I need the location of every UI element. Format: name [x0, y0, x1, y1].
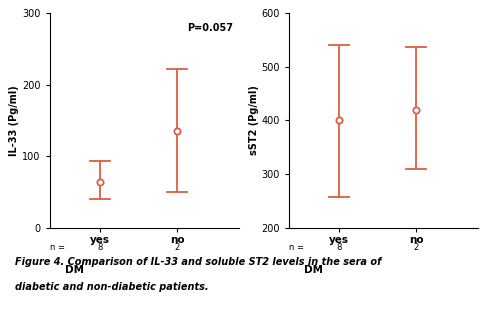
Text: diabetic and non-diabetic patients.: diabetic and non-diabetic patients. [15, 282, 209, 292]
Text: n =: n = [50, 243, 65, 252]
Text: DM: DM [65, 265, 84, 275]
Text: 8: 8 [97, 243, 103, 252]
Text: Figure 4. Comparison of IL-33 and soluble ST2 levels in the sera of: Figure 4. Comparison of IL-33 and solubl… [15, 257, 381, 267]
Y-axis label: sST2 (Pg/ml): sST2 (Pg/ml) [249, 86, 258, 155]
Text: P=0.057: P=0.057 [187, 23, 234, 34]
Text: DM: DM [304, 265, 323, 275]
Text: 2: 2 [175, 243, 180, 252]
Y-axis label: IL-33 (Pg/ml): IL-33 (Pg/ml) [9, 85, 19, 156]
Text: 8: 8 [336, 243, 342, 252]
Text: n =: n = [289, 243, 304, 252]
Text: 2: 2 [414, 243, 419, 252]
